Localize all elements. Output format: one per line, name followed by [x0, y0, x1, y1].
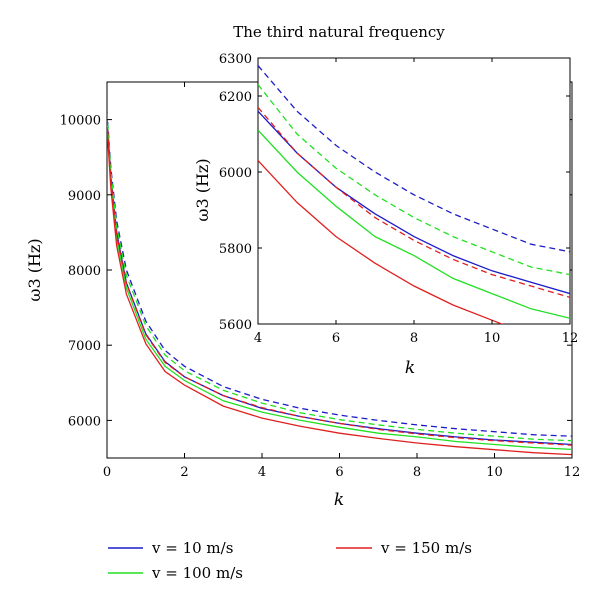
main-y-tick-label: 9000: [68, 189, 101, 204]
inset-series-line-2-solid: [258, 129, 570, 319]
main-series-line-0-solid: [107, 115, 572, 446]
inset-y-axis-label: ω3 (Hz): [193, 158, 212, 221]
inset-x-tick-label: 10: [484, 331, 501, 346]
inset-y-tick-label: 6200: [219, 90, 252, 105]
legend-label-v10: v = 10 m/s: [151, 539, 233, 557]
inset-series-line-0-solid: [258, 110, 570, 295]
inset-y-tick-label: 6000: [219, 166, 252, 181]
inset-x-tick-label: 8: [410, 331, 418, 346]
inset-series-line-4-solid: [258, 160, 504, 324]
main-y-tick-label: 8000: [68, 264, 101, 279]
main-series-line-1-dashed: [107, 112, 572, 437]
main-x-tick-label: 8: [413, 465, 421, 480]
inset-y-tick-label: 6300: [219, 52, 252, 67]
main-y-tick-label: 10000: [60, 114, 101, 129]
main-x-tick-label: 2: [180, 465, 188, 480]
main-x-tick-label: 12: [564, 465, 581, 480]
legend-label-v150: v = 150 m/s: [380, 539, 472, 557]
inset-y-tick-label: 5800: [219, 242, 252, 257]
main-series-line-2-solid: [107, 119, 572, 451]
inset-title: The third natural frequency: [233, 23, 445, 41]
inset-plot-frame: [257, 57, 571, 325]
main-x-tick-label: 6: [335, 465, 343, 480]
main-x-tick-label: 10: [486, 465, 503, 480]
inset-x-tick-label: 4: [254, 331, 262, 346]
main-y-tick-label: 6000: [68, 414, 101, 429]
main-series-line-5-dashed: [107, 119, 572, 446]
main-y-axis-label: ω3 (Hz): [25, 238, 44, 301]
inset-series-line-1-dashed: [258, 65, 570, 253]
inset-x-tick-label: 12: [562, 331, 579, 346]
inset-y-tick-label: 5600: [219, 318, 252, 333]
main-series-line-4-solid: [107, 127, 572, 456]
main-y-tick-label: 7000: [68, 339, 101, 354]
inset-series-line-3-dashed: [258, 84, 570, 276]
inset-x-tick-label: 6: [332, 331, 340, 346]
legend-label-v100: v = 100 m/s: [151, 564, 243, 582]
main-x-tick-label: 4: [258, 465, 266, 480]
legend: v = 10 m/s v = 150 m/s v = 100 m/s: [108, 539, 472, 582]
main-x-tick-label: 0: [103, 465, 111, 480]
main-x-axis-label: k: [334, 490, 344, 510]
inset-x-axis-label: k: [405, 358, 415, 378]
inset-chart: 4 6 8 10 12 5600 5800 6000 6200 6300 The third na…: [193, 23, 578, 378]
main-series-line-3-dashed: [107, 113, 572, 442]
